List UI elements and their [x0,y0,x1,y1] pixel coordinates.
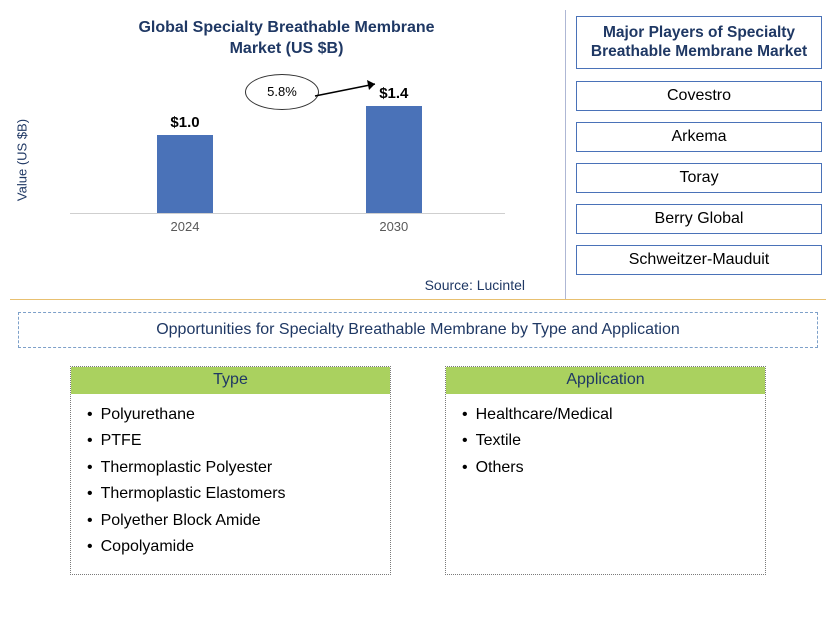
chart-area: Value (US $B) 5.8% $1.02024$1.42030 [52,80,505,240]
player-item: Arkema [576,122,822,152]
cagr-value: 5.8% [267,84,297,99]
players-title: Major Players of Specialty Breathable Me… [576,16,822,69]
bar-value-label: $1.4 [379,85,408,102]
player-item: Berry Global [576,204,822,234]
players-title-line2: Breathable Membrane Market [591,43,807,60]
list-body: PolyurethanePTFEThermoplastic PolyesterT… [71,394,390,574]
cagr-ellipse: 5.8% [245,74,319,110]
list-header: Type [71,367,390,394]
chart-title-line2: Market (US $B) [230,40,344,57]
players-panel: Major Players of Specialty Breathable Me… [566,10,826,299]
list-item: Healthcare/Medical [462,402,753,428]
list-header: Application [446,367,765,394]
list-item: Polyether Block Amide [87,508,378,534]
player-item: Toray [576,163,822,193]
bar-value-label: $1.0 [170,114,199,131]
page-root: Global Specialty Breathable Membrane Mar… [0,0,836,640]
cagr-annotation: 5.8% [245,74,319,110]
player-item: Covestro [576,81,822,111]
list-body: Healthcare/MedicalTextileOthers [446,394,765,572]
chart-title-line1: Global Specialty Breathable Membrane [138,19,434,36]
list-item: PTFE [87,428,378,454]
players-title-line1: Major Players of Specialty [603,24,795,41]
list-item: Copolyamide [87,534,378,560]
list-item: Polyurethane [87,402,378,428]
opportunities-title-box: Opportunities for Specialty Breathable M… [18,312,818,348]
list-column: ApplicationHealthcare/MedicalTextileOthe… [445,366,766,575]
chart-plot: 5.8% $1.02024$1.42030 [70,80,505,214]
players-list: Covestro Arkema Toray Berry Global Schweitze… [576,81,822,275]
top-section: Global Specialty Breathable Membrane Mar… [10,10,826,300]
chart-source: Source: Lucintel [425,277,525,293]
bar-2030: $1.4 [366,106,422,212]
list-item: Thermoplastic Elastomers [87,481,378,507]
chart-panel: Global Specialty Breathable Membrane Mar… [10,10,566,299]
chart-title: Global Specialty Breathable Membrane Mar… [18,18,555,60]
xtick-label: 2024 [171,219,200,234]
xtick-label: 2030 [379,219,408,234]
opportunities-title: Opportunities for Specialty Breathable M… [156,321,680,338]
player-item: Schweitzer-Mauduit [576,245,822,275]
bottom-section: Opportunities for Specialty Breathable M… [10,300,826,575]
list-item: Textile [462,428,753,454]
chart-ylabel: Value (US $B) [15,119,30,201]
bar-2024: $1.0 [157,135,213,212]
list-item: Thermoplastic Polyester [87,455,378,481]
list-column: TypePolyurethanePTFEThermoplastic Polyes… [70,366,391,575]
opportunities-lists: TypePolyurethanePTFEThermoplastic Polyes… [10,366,826,575]
list-item: Others [462,455,753,481]
